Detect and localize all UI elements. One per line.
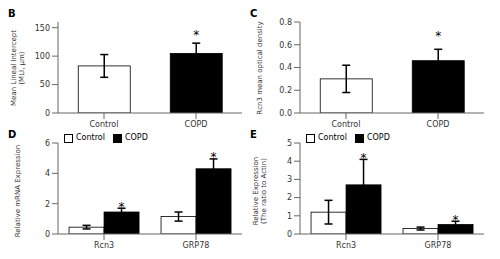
svg-text:*: *: [453, 213, 459, 227]
svg-text:3: 3: [287, 175, 292, 184]
svg-text:0: 0: [45, 230, 50, 239]
svg-text:2: 2: [45, 200, 50, 209]
svg-text:GRP78: GRP78: [183, 241, 210, 250]
svg-text:COPD: COPD: [185, 120, 208, 129]
svg-text:COPD: COPD: [427, 120, 450, 129]
svg-text:Rcn3: Rcn3: [336, 241, 356, 250]
svg-text:2: 2: [287, 193, 292, 202]
html-text:Rcn3 mean optical density: Rcn3 mean optical density: [256, 20, 264, 115]
svg-text:0.4: 0.4: [279, 63, 292, 72]
svg-text:0.6: 0.6: [279, 41, 292, 50]
html-text:C: C: [250, 8, 258, 19]
svg-text:Control: Control: [332, 120, 361, 129]
svg-text:0: 0: [45, 109, 50, 118]
svg-text:50: 50: [40, 80, 50, 89]
svg-text:0.8: 0.8: [279, 18, 292, 27]
html-text:B: B: [8, 8, 16, 19]
svg-text:150: 150: [35, 24, 50, 33]
svg-text:0.0: 0.0: [279, 109, 292, 118]
html-text:Control: Control: [76, 133, 105, 142]
svg-text:4: 4: [45, 169, 50, 178]
svg-text:4: 4: [287, 157, 292, 166]
svg-text:6: 6: [45, 139, 50, 148]
html-text:Control: Control: [318, 133, 347, 142]
html-text:E: E: [250, 129, 257, 140]
svg-text:Control: Control: [90, 120, 119, 129]
svg-text:*: *: [193, 28, 199, 42]
svg-text:*: *: [435, 29, 441, 43]
svg-text:0: 0: [287, 230, 292, 239]
svg-text:1: 1: [287, 212, 292, 221]
svg-text:Rcn3: Rcn3: [94, 241, 114, 250]
svg-text:0.2: 0.2: [279, 86, 292, 95]
svg-text:5: 5: [287, 139, 292, 148]
svg-text:100: 100: [35, 52, 50, 61]
svg-text:GRP78: GRP78: [425, 241, 452, 250]
html-text:COPD: COPD: [366, 133, 390, 142]
html-text:Relative mRNA Expression: Relative mRNA Expression: [14, 144, 22, 237]
html-text:Mean Lineal Intercept (MLI, μm: Mean Lineal Intercept (MLI, μm): [10, 29, 26, 106]
html-text:Relative Expression (The ratio: Relative Expression (The ratio to Actin): [252, 156, 268, 225]
html-text:D: D: [8, 129, 17, 140]
html-text:COPD: COPD: [124, 133, 148, 142]
